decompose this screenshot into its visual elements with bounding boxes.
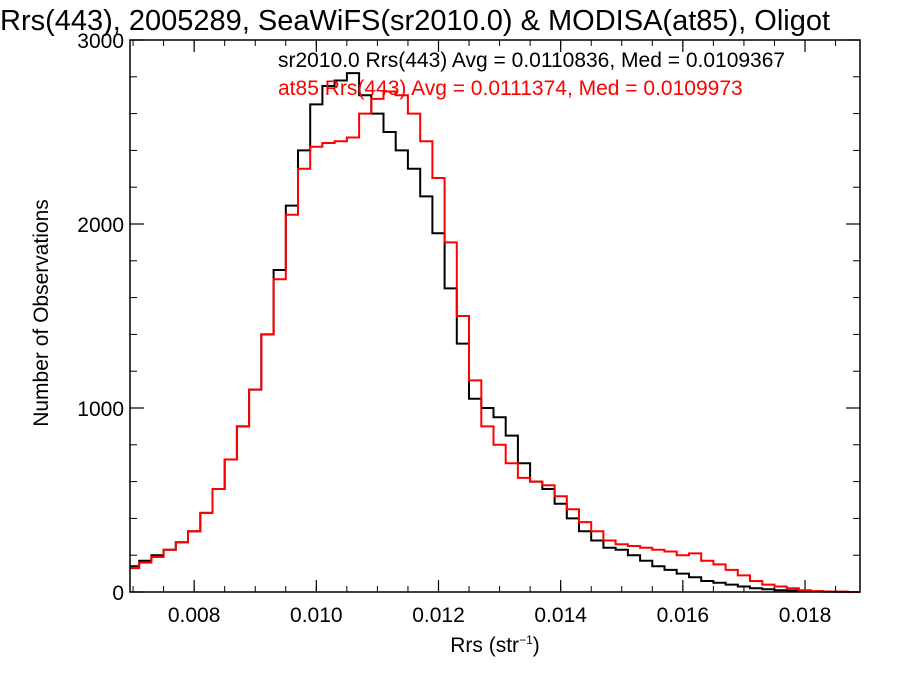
x-tick-label: 0.018	[779, 604, 832, 627]
y-tick-label: 3000	[77, 30, 124, 53]
series-line-at85	[130, 90, 860, 593]
x-tick-label: 0.012	[412, 604, 465, 627]
y-tick-label: 0	[112, 582, 124, 605]
x-tick-label: 0.016	[657, 604, 710, 627]
x-axis-label-superscript: −1	[519, 633, 533, 647]
series-line-sr2010-0	[130, 72, 860, 593]
x-tick-label: 0.010	[290, 604, 343, 627]
y-tick-label: 2000	[77, 214, 124, 237]
x-axis-label: Rrs (str−1)	[0, 633, 900, 658]
chart-title: Rrs(443), 2005289, SeaWiFS(sr2010.0) & M…	[0, 5, 831, 37]
x-tick-label: 0.014	[534, 604, 587, 627]
series-stat-label-at85: at85 Rrs(443) Avg = 0.0111374, Med = 0.0…	[278, 77, 743, 100]
x-axis-label-end: )	[532, 634, 540, 657]
series-stat-label-sr2010: sr2010.0 Rrs(443) Avg = 0.0110836, Med =…	[278, 49, 786, 72]
y-axis-label: Number of Observations	[30, 199, 53, 427]
y-tick-label: 1000	[77, 398, 124, 421]
axis-ticks: 0.008 0.010 0.012 0.014 0.016 0.018 0 1000 2000 3…	[77, 30, 860, 627]
series-layer	[130, 72, 860, 593]
x-tick-label: 0.008	[168, 604, 221, 627]
x-axis-label-main: Rrs (str	[450, 634, 520, 657]
plot-frame	[129, 39, 861, 593]
